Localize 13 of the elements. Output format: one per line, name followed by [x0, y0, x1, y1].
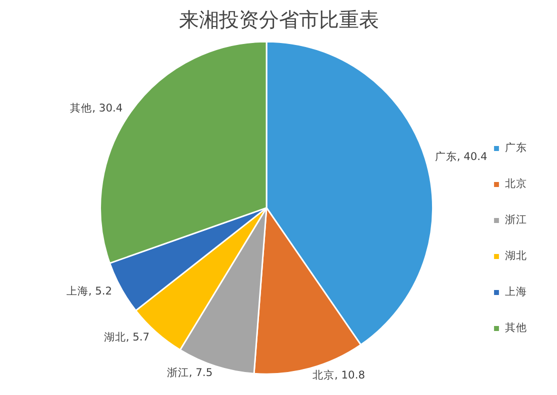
chart-title: 来湘投资分省市比重表 — [179, 8, 379, 32]
data-label: 其他, 30.4 — [70, 101, 123, 114]
data-label: 浙江, 7.5 — [166, 366, 213, 380]
legend-label: 上海 — [505, 285, 527, 299]
data-label: 广东, 40.4 — [434, 150, 488, 163]
legend-label: 湖北 — [505, 249, 527, 263]
legend-label: 北京 — [505, 177, 527, 191]
legend-label: 浙江 — [505, 213, 527, 227]
legend-label: 广东 — [505, 141, 527, 155]
legend-label: 其他 — [505, 321, 527, 335]
data-label: 北京, 10.8 — [312, 368, 366, 382]
data-label: 湖北, 5.7 — [104, 330, 150, 344]
data-label: 上海, 5.2 — [66, 284, 112, 298]
